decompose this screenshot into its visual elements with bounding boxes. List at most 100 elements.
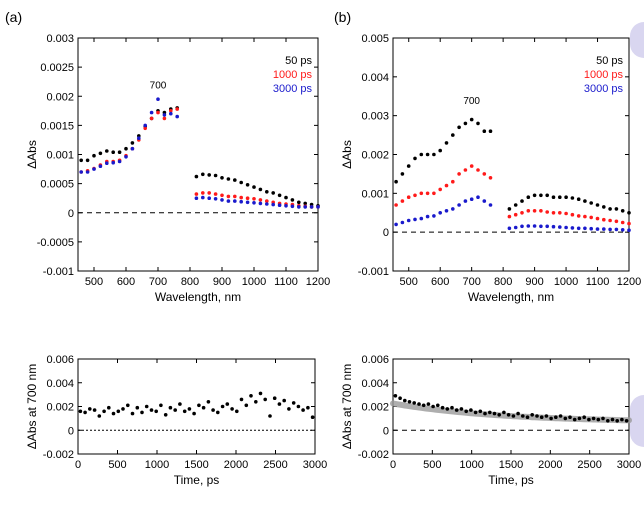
- x-tick-label: 2000: [224, 459, 248, 471]
- data-point: [516, 411, 520, 416]
- data-point: [488, 203, 493, 207]
- data-point: [426, 402, 431, 406]
- data-point: [469, 164, 474, 168]
- data-point: [545, 210, 549, 214]
- data-point: [483, 411, 487, 416]
- data-point: [544, 414, 549, 418]
- data-point: [230, 407, 234, 411]
- data-point: [102, 409, 106, 414]
- data-point: [568, 415, 572, 420]
- data-point: [258, 198, 263, 202]
- data-point: [149, 408, 154, 412]
- data-point: [526, 224, 531, 228]
- data-point: [173, 408, 177, 412]
- data-point: [476, 168, 480, 172]
- data-point: [213, 173, 218, 178]
- data-point: [394, 203, 398, 207]
- data-point: [310, 415, 315, 420]
- data-point: [201, 172, 205, 177]
- y-axis-label: ΔAbs: [340, 140, 354, 169]
- data-point: [194, 196, 199, 200]
- peak-annotation: 700: [150, 81, 167, 92]
- x-tick-label: 1500: [499, 459, 523, 471]
- data-point: [463, 168, 468, 172]
- data-point: [440, 405, 445, 410]
- data-point: [98, 164, 103, 168]
- chart-a-spectra: 500 600 700 800 900 1000 1100 1200 -0.001 -0.0005…: [25, 33, 330, 304]
- data-point: [582, 415, 586, 420]
- data-point: [482, 172, 487, 176]
- x-tick-label: 700: [149, 276, 167, 288]
- data-point: [469, 408, 473, 412]
- data-point: [206, 400, 211, 404]
- data-point: [394, 222, 398, 227]
- data-point: [425, 152, 430, 157]
- x-tick-label: 500: [108, 459, 126, 471]
- data-point: [201, 191, 205, 195]
- data-point: [265, 190, 269, 194]
- data-point: [570, 226, 575, 230]
- legend-entry: 1000 ps: [273, 69, 313, 81]
- data-point: [130, 411, 135, 416]
- data-point: [297, 205, 301, 209]
- data-point: [539, 415, 544, 420]
- data-point: [287, 407, 291, 411]
- data-point: [239, 180, 243, 185]
- y-axis-label: ΔAbs at 700 nm: [25, 364, 39, 449]
- data-point: [576, 226, 581, 231]
- data-point: [226, 199, 231, 203]
- data-point: [284, 195, 288, 200]
- data-point: [107, 405, 111, 410]
- data-point: [539, 224, 543, 229]
- data-point: [610, 417, 615, 422]
- y-tick-label: -0.001: [358, 266, 389, 278]
- data-point: [464, 409, 469, 414]
- y-tick-label: 0.004: [361, 72, 389, 84]
- data-point: [277, 402, 282, 406]
- data-point: [192, 411, 196, 416]
- data-point: [168, 405, 173, 410]
- data-point: [239, 195, 243, 200]
- data-point: [551, 195, 556, 199]
- data-point: [254, 400, 258, 404]
- data-point: [507, 214, 512, 219]
- data-point: [551, 224, 556, 229]
- chart-a-kinetics: 0 500 1000 1500 2000 2500 3000-0.00200.0020.00…: [25, 354, 327, 487]
- data-point: [520, 199, 524, 203]
- y-axis-label: ΔAbs: [25, 140, 39, 169]
- data-point: [245, 183, 250, 187]
- data-point: [482, 199, 487, 203]
- data-point: [398, 396, 402, 401]
- data-point: [473, 410, 478, 415]
- x-tick-label: 2500: [577, 459, 601, 471]
- data-point: [92, 153, 96, 158]
- data-point: [277, 193, 282, 198]
- x-axis-label: Time, ps: [174, 473, 220, 487]
- data-point: [182, 409, 187, 414]
- data-point: [521, 414, 525, 418]
- data-point: [175, 114, 179, 119]
- data-point: [412, 401, 417, 405]
- data-point: [303, 205, 308, 209]
- y-tick-label: 0.003: [361, 111, 389, 123]
- data-point: [265, 202, 269, 206]
- data-point: [268, 414, 272, 418]
- data-point: [233, 194, 237, 199]
- data-point: [620, 209, 625, 213]
- data-point: [457, 203, 461, 207]
- data-point: [549, 416, 553, 421]
- y-axis-label: ΔAbs at 700 nm: [340, 364, 354, 449]
- data-point: [163, 413, 168, 417]
- data-point: [400, 220, 405, 225]
- data-point: [137, 136, 141, 140]
- series-1000-ps: [79, 107, 320, 209]
- legend-entry: 1000 ps: [584, 69, 624, 81]
- x-tick-label: 800: [494, 276, 512, 288]
- data-point: [239, 397, 244, 402]
- y-tick-label: 0.0005: [40, 179, 74, 191]
- data-point: [159, 403, 163, 408]
- data-point: [614, 207, 619, 211]
- y-tick-label: 0: [68, 425, 74, 437]
- data-point: [497, 413, 502, 417]
- data-point: [85, 170, 90, 174]
